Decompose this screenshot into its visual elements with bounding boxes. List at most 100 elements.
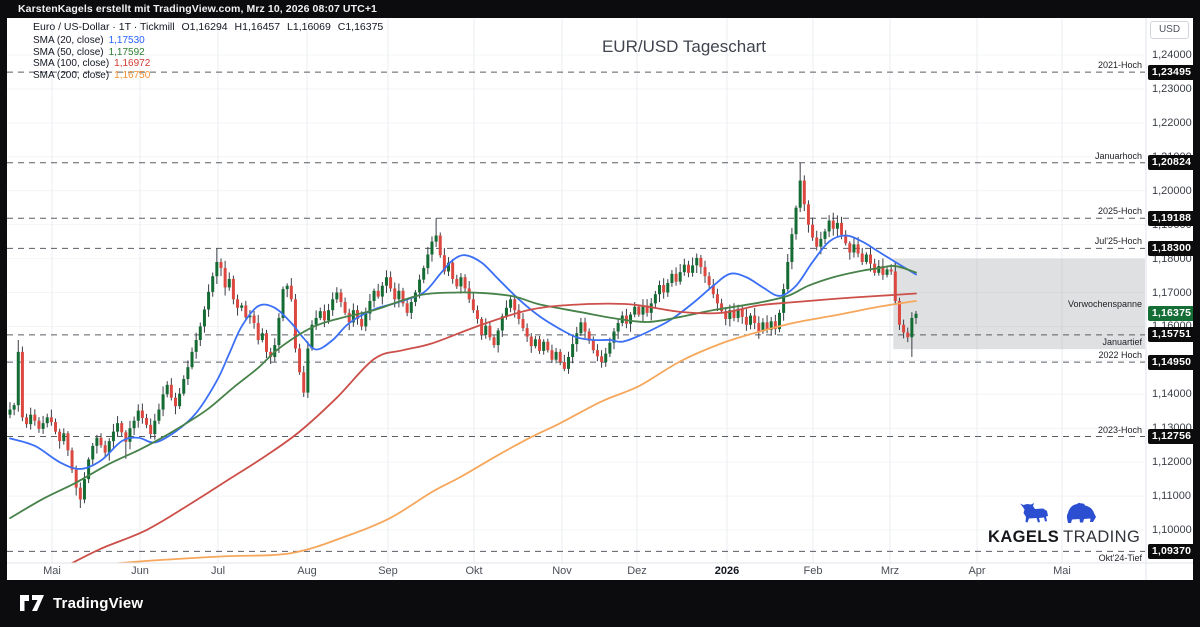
candle-down (467, 288, 471, 300)
candle-up (914, 313, 918, 318)
sma50-value: 1,17592 (108, 46, 145, 58)
candle-up (12, 405, 16, 410)
time-tick-sep[interactable]: Sep (378, 565, 398, 577)
time-tick-apr[interactable]: Apr (968, 565, 986, 577)
candle-up (496, 330, 500, 346)
level-label: Januarhoch (1094, 150, 1142, 161)
candle-up (178, 393, 182, 407)
candle-up (786, 261, 790, 290)
sma50-legend-row[interactable]: SMA (50, close) 1,17592 (33, 47, 387, 59)
price-tick: 1,23000 (1152, 82, 1192, 95)
tradingview-logo[interactable]: TradingView (20, 593, 143, 613)
sma100-legend-row[interactable]: SMA (100, close) 1,16972 (33, 58, 387, 70)
price-tick: 1,17000 (1152, 286, 1192, 299)
sma200-legend-row[interactable]: SMA (200, close) 1,16750 (33, 70, 387, 82)
time-tick-mai[interactable]: Mai (43, 565, 61, 577)
candle-down (893, 271, 897, 301)
candle-up (182, 379, 186, 394)
candle-down (451, 262, 455, 279)
candle-down (802, 180, 806, 205)
time-tick-mrz[interactable]: Mrz (880, 565, 900, 577)
candle-down (732, 310, 736, 318)
candle-up (835, 222, 839, 229)
time-tick-dez[interactable]: Dez (627, 565, 647, 577)
time-tick-jun[interactable]: Jun (131, 565, 149, 577)
time-tick-mai[interactable]: Mai (1053, 565, 1071, 577)
candle-up (777, 312, 781, 330)
candle-down (707, 276, 711, 286)
level-label: Januartief (1102, 336, 1142, 347)
candle-down (645, 305, 649, 313)
candle-up (728, 310, 732, 319)
candle-up (500, 316, 504, 331)
candle-down (558, 351, 562, 363)
candle-down (25, 417, 29, 425)
candle-up (190, 351, 194, 368)
candle-up (8, 409, 12, 415)
candle-down (856, 244, 860, 254)
candle-up (16, 351, 20, 406)
candle-up (136, 410, 140, 421)
candle-up (575, 333, 579, 345)
candle-up (227, 278, 231, 288)
candle-up (769, 321, 773, 330)
candle-down (78, 487, 82, 500)
vorwochenspanne-label: Vorwochenspanne (1067, 299, 1142, 310)
candle-down (58, 431, 62, 442)
candle-down (488, 325, 492, 338)
candle-down (831, 220, 835, 229)
candle-up (798, 180, 802, 208)
axis-currency-button[interactable]: USD (1150, 21, 1189, 39)
sma20-legend-row[interactable]: SMA (20, close) 1,17530 (33, 35, 387, 47)
tradingview-icon (20, 595, 44, 611)
time-tick-okt[interactable]: Okt (465, 565, 483, 577)
candle-up (82, 479, 86, 500)
price-tick: 1,11000 (1152, 490, 1191, 503)
level-label: Jul'25-Hoch (1094, 236, 1142, 247)
candle-down (54, 422, 58, 432)
ohlc-low: L1,16069 (287, 21, 331, 33)
candle-down (269, 351, 273, 357)
sma200-line (109, 300, 917, 563)
candle-down (99, 437, 103, 446)
level-badge: 1,20824 (1148, 155, 1195, 171)
plot-area[interactable] (7, 18, 1145, 568)
candle-down (455, 278, 459, 287)
candle-down (637, 306, 641, 315)
time-tick-2026[interactable]: 2026 (714, 565, 740, 577)
time-tick-aug[interactable]: Aug (297, 565, 317, 577)
candle-up (277, 317, 281, 346)
candle-up (827, 220, 831, 232)
candle-up (87, 459, 91, 480)
attribution-text: KarstenKagels erstellt mit TradingView.c… (18, 3, 377, 15)
time-tick-jul[interactable]: Jul (210, 565, 226, 577)
candle-up (91, 445, 95, 460)
candle-down (724, 311, 728, 319)
candle-down (583, 322, 587, 332)
candle-up (418, 279, 422, 293)
candle-up (260, 333, 264, 341)
time-tick-nov[interactable]: Nov (552, 565, 572, 577)
sma100-label: SMA (100, close) (33, 58, 110, 70)
candle-up (682, 264, 686, 273)
candle-up (111, 431, 115, 442)
candle-up (285, 285, 289, 290)
level-label: 2025-Hoch (1097, 206, 1142, 217)
candle-up (186, 367, 190, 380)
candle-down (124, 432, 128, 442)
candle-down (492, 337, 496, 346)
candle-down (546, 341, 550, 351)
candle-down (298, 348, 302, 373)
candle-down (591, 340, 595, 351)
candle-down (264, 333, 268, 352)
grid-layer (7, 18, 1145, 563)
candle-up (211, 276, 215, 292)
time-tick-feb[interactable]: Feb (803, 565, 823, 577)
candle-up (542, 341, 546, 351)
candle-up (852, 244, 856, 253)
candle-down (20, 351, 24, 418)
candle-down (169, 384, 173, 398)
candle-down (711, 285, 715, 295)
symbol-row[interactable]: Euro / US-Dollar · 1T · Tickmill O1,1629… (33, 21, 387, 33)
